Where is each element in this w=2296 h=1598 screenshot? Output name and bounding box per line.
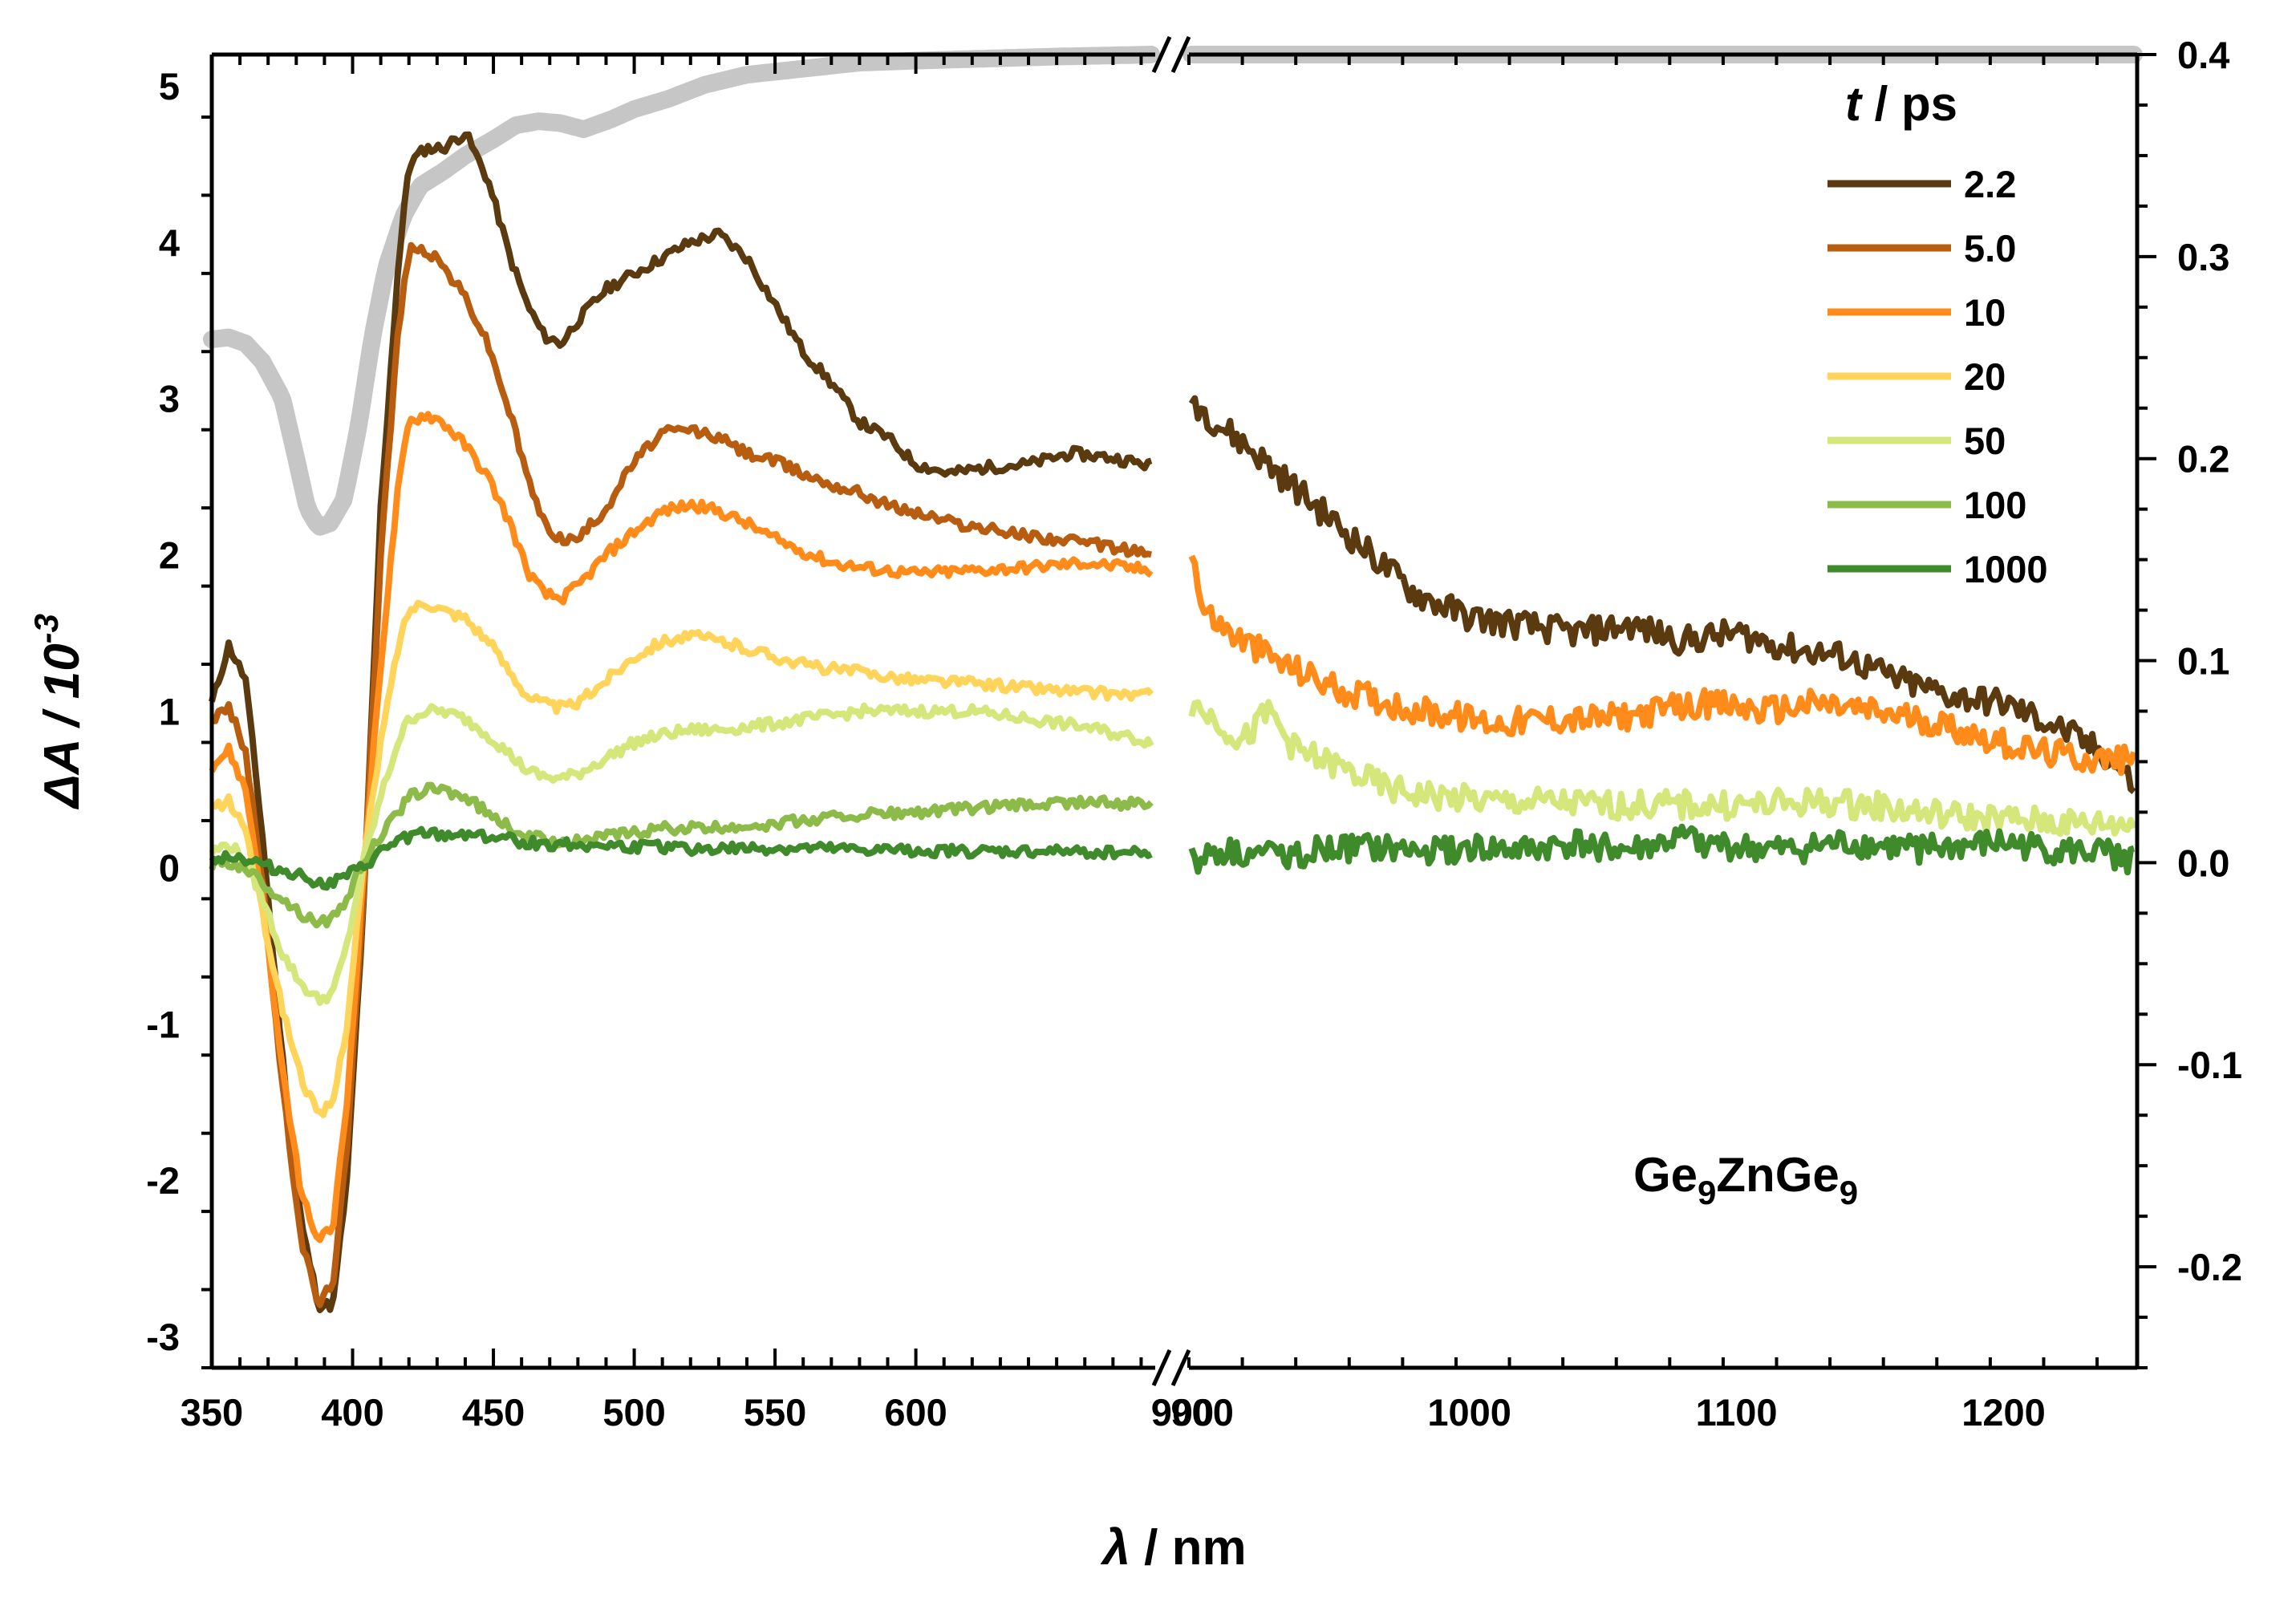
y-right-tick-label: 0.3: [2177, 236, 2229, 278]
y-right-tick-label: 0.1: [2177, 640, 2229, 683]
sample-label: Ge9ZnGe9: [1633, 1148, 1858, 1211]
legend-label-100: 100: [1964, 484, 2026, 526]
x-tick-label: 600: [884, 1391, 947, 1434]
x-tick-label: 400: [321, 1391, 383, 1434]
series-line-20: [211, 599, 1154, 1118]
legend-label-2.2: 2.2: [1964, 163, 2016, 205]
y-left-tick-label: -1: [146, 1003, 180, 1045]
sample-label-part: ZnGe: [1716, 1148, 1839, 1202]
legend-title-unit: / ps: [1861, 77, 1957, 131]
series-line-5.0: [211, 241, 1153, 1308]
sample-label-sub: 9: [1698, 1174, 1716, 1211]
series-layer: [203, 46, 2143, 1313]
legend-label-20: 20: [1964, 355, 2006, 398]
y-left-tick-label: 0: [159, 846, 180, 889]
y-right-tick-label: 0.2: [2177, 438, 2229, 481]
x-tick-label: 350: [181, 1391, 243, 1434]
y-left-tick-label: 5: [159, 65, 180, 107]
axis-break-mark: [1170, 35, 1191, 74]
x-tick-label: 900: [1170, 1391, 1233, 1434]
text-layer: 350 400 450 500 550 600 900 1000 1100 1200900-3-2…: [27, 34, 2242, 1576]
legend-title: t / ps: [1845, 77, 1957, 131]
y-right-tick-label: 0.0: [2177, 842, 2229, 884]
x-tick-label: 1000: [1427, 1391, 1511, 1434]
sample-label-part: Ge: [1633, 1148, 1698, 1202]
legend-label-10: 10: [1964, 291, 2006, 334]
y-left-tick-label: 3: [159, 378, 180, 420]
series-line-1000: [209, 823, 2136, 891]
x-axis-title: λ / nm: [1100, 1520, 1246, 1576]
legend-label-50: 50: [1964, 420, 2006, 462]
y-right-tick-label: -0.2: [2177, 1246, 2242, 1288]
x-tick-label: 1100: [1696, 1391, 1778, 1434]
sample-label-sub: 9: [1840, 1174, 1858, 1211]
y-left-tick-label: 2: [159, 534, 180, 577]
x-tick-label: 1200: [1961, 1391, 2046, 1434]
y-left-tick-label: 1: [159, 691, 180, 733]
y-right-tick-label: -0.1: [2177, 1044, 2242, 1086]
axis-break-mark: [1151, 1349, 1172, 1387]
x-axis-symbol: λ: [1100, 1520, 1130, 1576]
legend-title-var: t: [1845, 77, 1864, 131]
series-line-50: [209, 699, 2137, 1006]
axis-break-mark: [1170, 1349, 1191, 1387]
y-left-tick-label: -2: [146, 1159, 180, 1202]
y-left-tick-label: 4: [159, 221, 180, 264]
x-axis-unit: / nm: [1130, 1520, 1247, 1576]
x-tick-label: 450: [462, 1391, 525, 1434]
y-axis-symbol: ΔA: [34, 740, 90, 809]
x-tick-label: 500: [602, 1391, 665, 1434]
y-left-tick-label: -3: [146, 1316, 180, 1358]
y-right-tick-label: 0.4: [2177, 34, 2229, 76]
x-break-label: 900: [1151, 1391, 1214, 1434]
series-line-100: [209, 781, 1154, 929]
y-axis-exponent: -3: [27, 614, 65, 643]
axis-break-mark: [1151, 35, 1172, 74]
y-axis-title: ΔA / 10-3: [27, 614, 90, 809]
legend-label-1000: 1000: [1964, 548, 2048, 590]
axis-ticks: [201, 53, 2156, 1369]
x-tick-label: 550: [744, 1391, 806, 1434]
y-axis-unit: / 10: [34, 643, 90, 740]
legend-label-5.0: 5.0: [1964, 227, 2016, 270]
